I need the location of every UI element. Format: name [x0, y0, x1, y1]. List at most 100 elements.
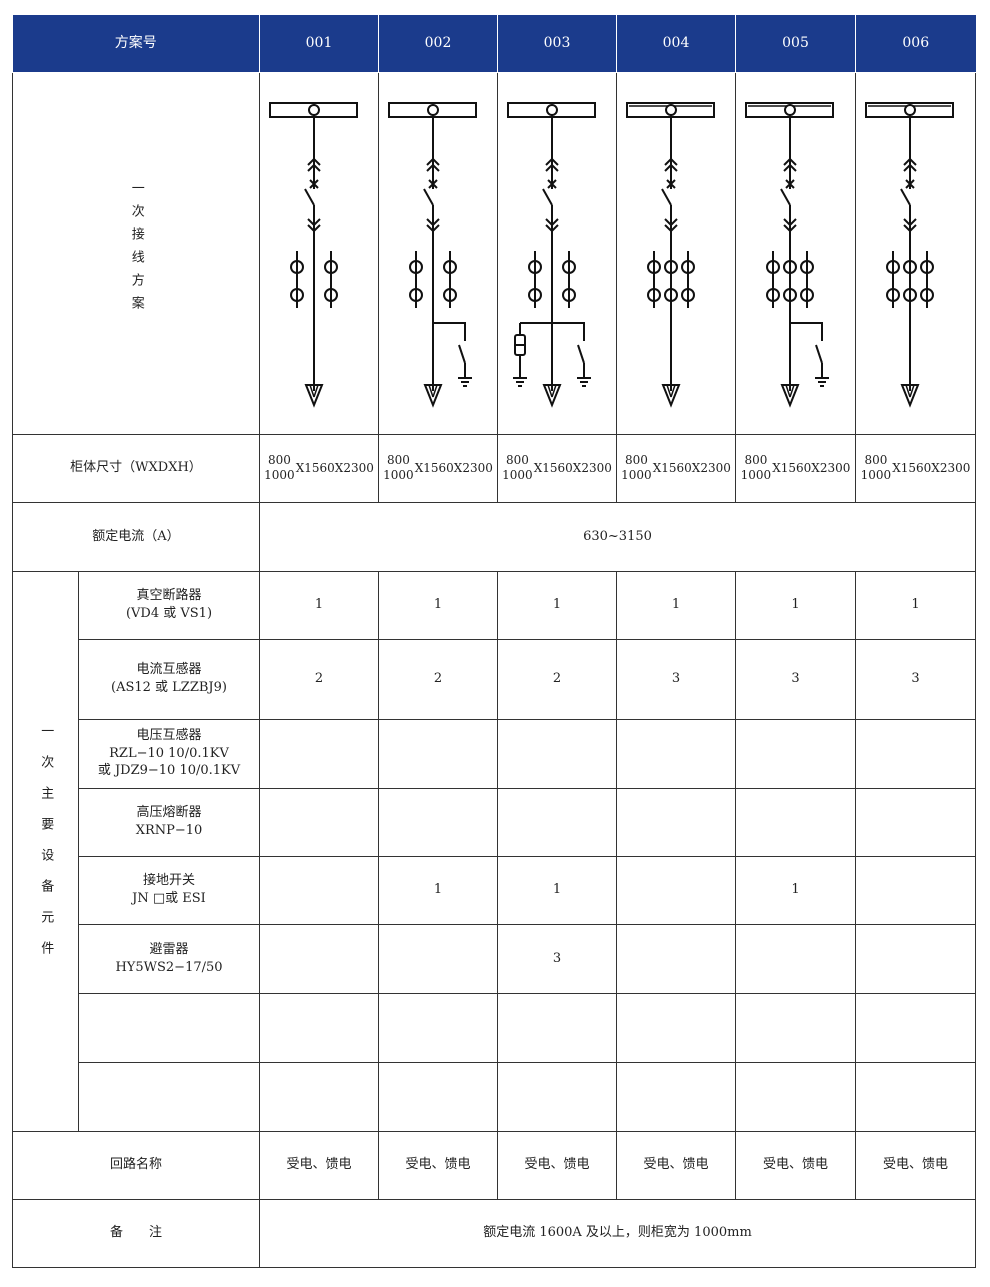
current-transformer-icon [443, 288, 457, 302]
equipment-name: 接地开关 JN □或 ESI [78, 855, 260, 925]
current-transformer-icon [886, 260, 900, 274]
current-transformer-icon [664, 260, 678, 274]
wiring-diagram [865, 102, 954, 408]
circuit-name: 受电、馈电 [735, 1130, 856, 1200]
equipment-qty [259, 1061, 379, 1132]
size-value: 800 1000 X1560X2300 [378, 433, 498, 503]
circuit-name: 受电、馈电 [616, 1130, 736, 1200]
circuit-name: 受电、馈电 [855, 1130, 976, 1200]
rated-current-label: 额定电流（A） [12, 501, 260, 572]
equipment-qty [497, 1061, 617, 1132]
equipment-qty [616, 992, 736, 1063]
current-transformer-icon [783, 288, 797, 302]
scheme-number: 004 [616, 15, 736, 73]
earthing-switch-icon [577, 344, 585, 377]
circuit-name: 受电、馈电 [259, 1130, 379, 1200]
current-transformer-icon [562, 260, 576, 274]
equipment-qty [735, 718, 856, 789]
current-transformer-icon [324, 260, 338, 274]
current-transformer-icon [443, 260, 457, 274]
current-transformer-icon [324, 288, 338, 302]
equipment-qty [497, 992, 617, 1063]
scheme-table: 方案号 001 002 003 004 005 006 一次接线方案 柜体尺寸（WXDXH） 80… [12, 15, 976, 1268]
current-transformer-icon [290, 260, 304, 274]
plug-icon [664, 218, 678, 233]
size-value: 800 1000 X1560X2300 [259, 433, 379, 503]
equipment-qty: 2 [259, 638, 379, 720]
current-transformer-icon [800, 260, 814, 274]
current-transformer-icon [903, 288, 917, 302]
equipment-qty [616, 787, 736, 857]
switch-icon [900, 188, 911, 206]
disconnector-plug-icon [545, 157, 559, 172]
equipment-qty [497, 787, 617, 857]
breaker-icon [428, 179, 438, 189]
equipment-qty [259, 992, 379, 1063]
switch-icon [780, 188, 791, 206]
switch-icon [423, 188, 434, 206]
wiring-diagram [626, 102, 715, 408]
current-transformer-icon [783, 260, 797, 274]
switch-icon [542, 188, 553, 206]
equipment-qty [735, 992, 856, 1063]
equipment-qty [259, 718, 379, 789]
current-transformer-icon [647, 260, 661, 274]
breaker-icon [666, 179, 676, 189]
scheme-number: 002 [378, 15, 498, 73]
equipment-qty: 1 [497, 570, 617, 640]
equipment-qty: 1 [378, 855, 498, 925]
cable-outlet-arrow-icon [661, 384, 681, 408]
equipment-qty [855, 787, 976, 857]
equipment-qty: 1 [616, 570, 736, 640]
equipment-qty [497, 718, 617, 789]
equipment-name: 避雷器 HY5WS2−17/50 [78, 923, 260, 994]
size-label: 柜体尺寸（WXDXH） [12, 433, 260, 503]
wiring-diagram [507, 102, 596, 408]
cable-outlet-arrow-icon [423, 384, 443, 408]
equipment-name: 电流互感器 (AS12 或 LZZBJ9) [78, 638, 260, 720]
current-transformer-icon [647, 288, 661, 302]
equipment-qty [616, 1061, 736, 1132]
equipment-qty [735, 787, 856, 857]
current-transformer-icon [528, 260, 542, 274]
plug-icon [426, 218, 440, 233]
equipment-name: 高压熔断器 XRNP−10 [78, 787, 260, 857]
wiring-diagram-cell [378, 71, 498, 435]
equipment-qty [259, 923, 379, 994]
current-transformer-icon [766, 288, 780, 302]
scheme-number: 006 [855, 15, 976, 73]
cable-outlet-arrow-icon [780, 384, 800, 408]
rated-current-value: 630~3150 [259, 501, 976, 572]
earthing-switch-icon [458, 344, 466, 377]
switch-icon [304, 188, 315, 206]
equipment-qty [855, 718, 976, 789]
equipment-qty: 3 [497, 923, 617, 994]
wiring-label: 一次接线方案 [128, 181, 144, 320]
earthing-switch-icon [815, 344, 823, 377]
equipment-qty: 1 [378, 570, 498, 640]
disconnector-plug-icon [903, 157, 917, 172]
equipment-qty [378, 718, 498, 789]
equipment-name [78, 1061, 260, 1132]
current-transformer-icon [903, 260, 917, 274]
equipment-qty: 2 [378, 638, 498, 720]
size-value: 800 1000 X1560X2300 [616, 433, 736, 503]
wiring-diagram-cell [497, 71, 617, 435]
wiring-diagram [745, 102, 834, 408]
scheme-number: 003 [497, 15, 617, 73]
equipment-qty [855, 855, 976, 925]
current-transformer-icon [528, 288, 542, 302]
equipment-qty: 1 [735, 855, 856, 925]
current-transformer-icon [290, 288, 304, 302]
disconnector-plug-icon [783, 157, 797, 172]
ground-icon [815, 377, 829, 387]
current-transformer-icon [920, 288, 934, 302]
equipment-qty [259, 787, 379, 857]
current-transformer-icon [562, 288, 576, 302]
current-transformer-icon [664, 288, 678, 302]
remark-value: 额定电流 1600A 及以上，则柜宽为 1000mm [259, 1198, 976, 1268]
scheme-header-label: 方案号 [12, 15, 260, 73]
current-transformer-icon [409, 288, 423, 302]
equipment-qty [855, 992, 976, 1063]
size-value: 800 1000 X1560X2300 [735, 433, 856, 503]
